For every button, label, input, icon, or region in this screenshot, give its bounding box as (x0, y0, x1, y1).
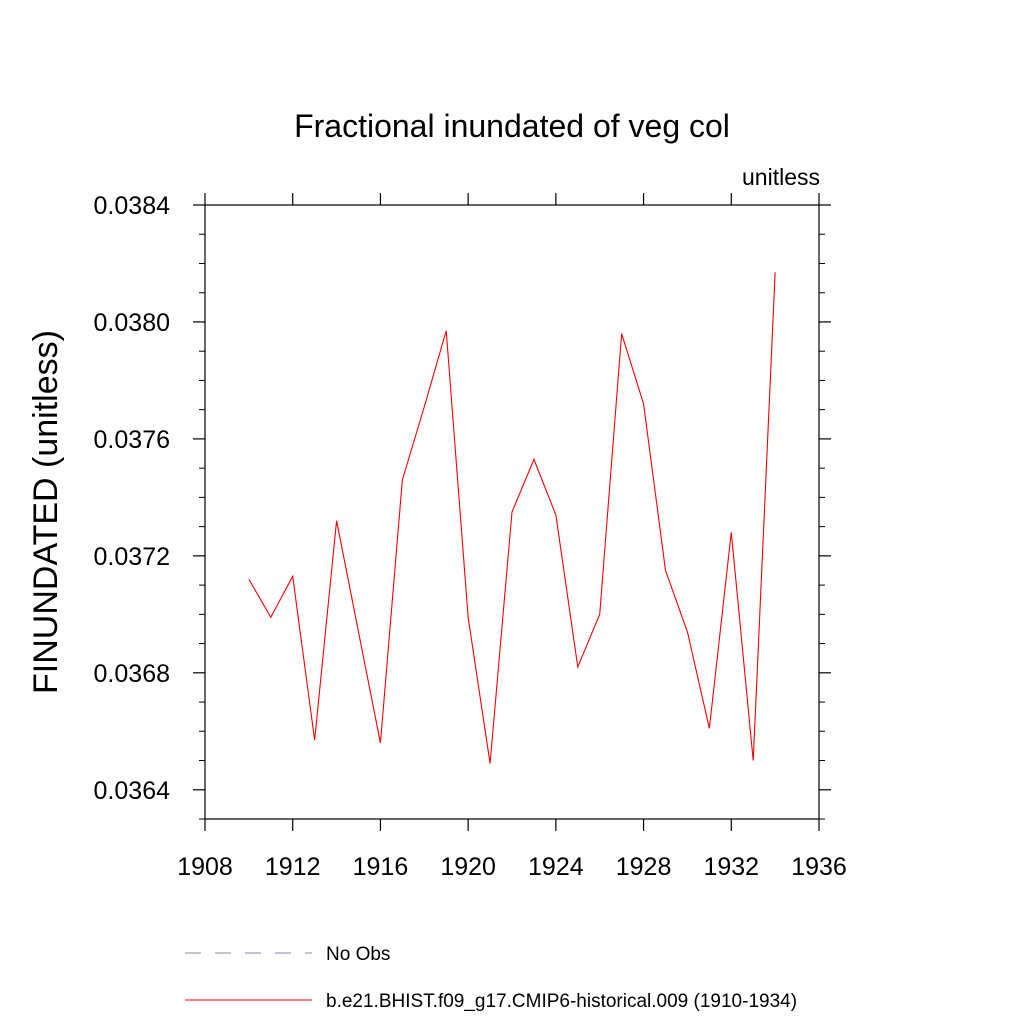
y-tick-label: 0.0368 (94, 660, 170, 688)
x-tick-label: 1912 (265, 853, 321, 881)
legend-label: No Obs (326, 944, 390, 965)
y-axis-label: FINUNDATED (unitless) (27, 330, 65, 694)
y-tick-label: 0.0376 (94, 426, 170, 454)
series-line (248, 272, 776, 764)
y-tick-label: 0.0380 (94, 309, 170, 337)
x-tick-label: 1936 (791, 853, 847, 881)
y-tick-label: 0.0364 (94, 777, 171, 805)
x-tick-label: 1908 (177, 853, 233, 881)
axes-layer: 1908 1912 1916 1920 1924 1928 1932 1936 0.0364 0.… (94, 192, 847, 881)
x-tick-label: 1924 (528, 853, 584, 881)
x-tick-label: 1932 (703, 853, 759, 881)
plot-frame (204, 204, 820, 820)
series-layer (248, 272, 776, 764)
x-tick-label: 1928 (616, 853, 672, 881)
x-tick-label: 1916 (353, 853, 409, 881)
y-tick-label: 0.0372 (94, 543, 170, 571)
y-tick-label: 0.0384 (94, 192, 171, 220)
chart-title: Fractional inundated of veg col (294, 108, 730, 144)
x-tick-label: 1920 (440, 853, 496, 881)
units-label: unitless (742, 164, 820, 190)
legend-label: b.e21.BHIST.f09_g17.CMIP6-historical.009… (326, 991, 797, 1012)
legend: No Obs b.e21.BHIST.f09_g17.CMIP6-historic… (185, 944, 797, 1012)
